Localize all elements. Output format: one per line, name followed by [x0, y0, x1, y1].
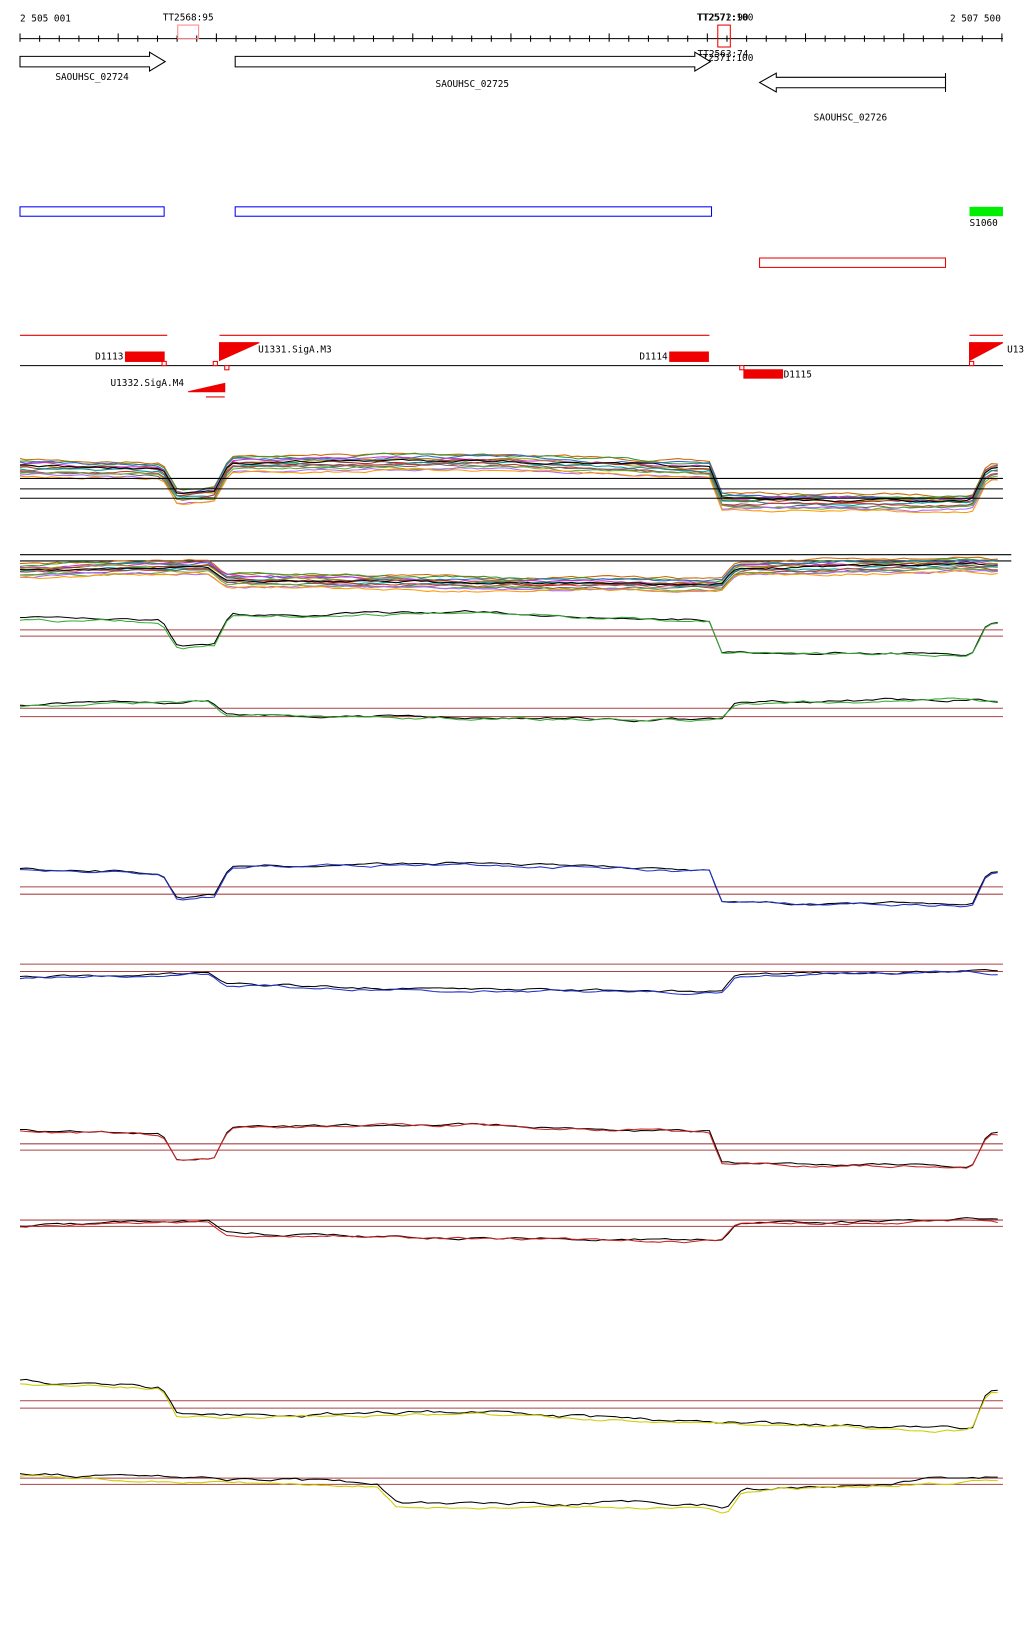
- terminator-label: TT2571:100: [697, 12, 754, 23]
- segment-box: [743, 369, 784, 379]
- trace: [19, 697, 998, 722]
- expression-tracks: [19, 452, 1012, 1514]
- trace: [19, 560, 998, 585]
- trace: [19, 1122, 998, 1168]
- trace: [19, 1383, 998, 1433]
- srna-box: [969, 206, 1003, 217]
- trace: [19, 462, 998, 508]
- trace: [19, 970, 998, 995]
- start-flag: [218, 342, 260, 362]
- trace: [19, 569, 998, 593]
- annotation-box: [19, 206, 165, 217]
- terminator-label: TT2568:95: [163, 12, 214, 23]
- terminator-label: TT2571:100: [697, 53, 754, 64]
- ruler-ticks: [19, 33, 1003, 42]
- segment-label: D1114: [639, 352, 668, 363]
- ruler: 2 505 001 2 507 500 TT2568:95 TT2572:90 …: [19, 12, 1003, 64]
- gene-arrow: [19, 51, 167, 72]
- annotation-box: [234, 206, 713, 217]
- trace: [19, 1219, 998, 1244]
- trace: [19, 1474, 998, 1514]
- site-marker: [161, 360, 167, 367]
- start-flag: [188, 382, 226, 393]
- gene-arrow: [758, 72, 947, 93]
- gene-label: SAOUHSC_02726: [814, 113, 888, 124]
- segment-box: [124, 351, 165, 362]
- site-marker: [739, 365, 745, 371]
- gene-arrow: [234, 51, 712, 72]
- ruler-start: 2 505 001: [20, 13, 71, 24]
- segment-label: D1113: [95, 352, 123, 363]
- trace: [19, 969, 998, 993]
- segment-label: U1332.SigA.M4: [111, 378, 185, 389]
- segment-box: [669, 351, 709, 362]
- site-marker: [224, 365, 230, 371]
- gene-label: SAOUHSC_02724: [55, 72, 129, 83]
- trace: [19, 562, 998, 587]
- terminator-box: [717, 24, 731, 48]
- segment-label: U13: [1007, 344, 1024, 355]
- site-marker: [212, 360, 218, 367]
- genes: [19, 51, 947, 93]
- segment-label: D1115: [784, 370, 812, 381]
- trace: [19, 467, 998, 513]
- trace: [19, 1217, 998, 1242]
- ruler-end: 2 507 500: [950, 13, 1001, 24]
- trace: [19, 861, 998, 906]
- srna-label: S1060: [970, 218, 999, 229]
- trace: [19, 467, 998, 514]
- trace: [19, 1123, 998, 1169]
- annotation-box: [759, 257, 947, 268]
- site-marker: [969, 360, 975, 367]
- terminator-label: TT2572:90: [698, 12, 749, 23]
- trace: [19, 610, 998, 656]
- gene-label: SAOUHSC_02725: [436, 79, 510, 90]
- trace: [19, 1473, 998, 1509]
- trace: [19, 611, 998, 657]
- terminator-label: TT2563:74: [698, 49, 749, 60]
- terminator-box: [177, 24, 200, 40]
- trace: [19, 569, 998, 593]
- segments: [19, 334, 1004, 398]
- trace: [19, 458, 998, 503]
- start-flag: [969, 342, 1004, 362]
- segment-label: U1331.SigA.M3: [258, 344, 331, 355]
- trace: [19, 863, 998, 908]
- trace: [19, 562, 998, 586]
- trace: [19, 1378, 998, 1430]
